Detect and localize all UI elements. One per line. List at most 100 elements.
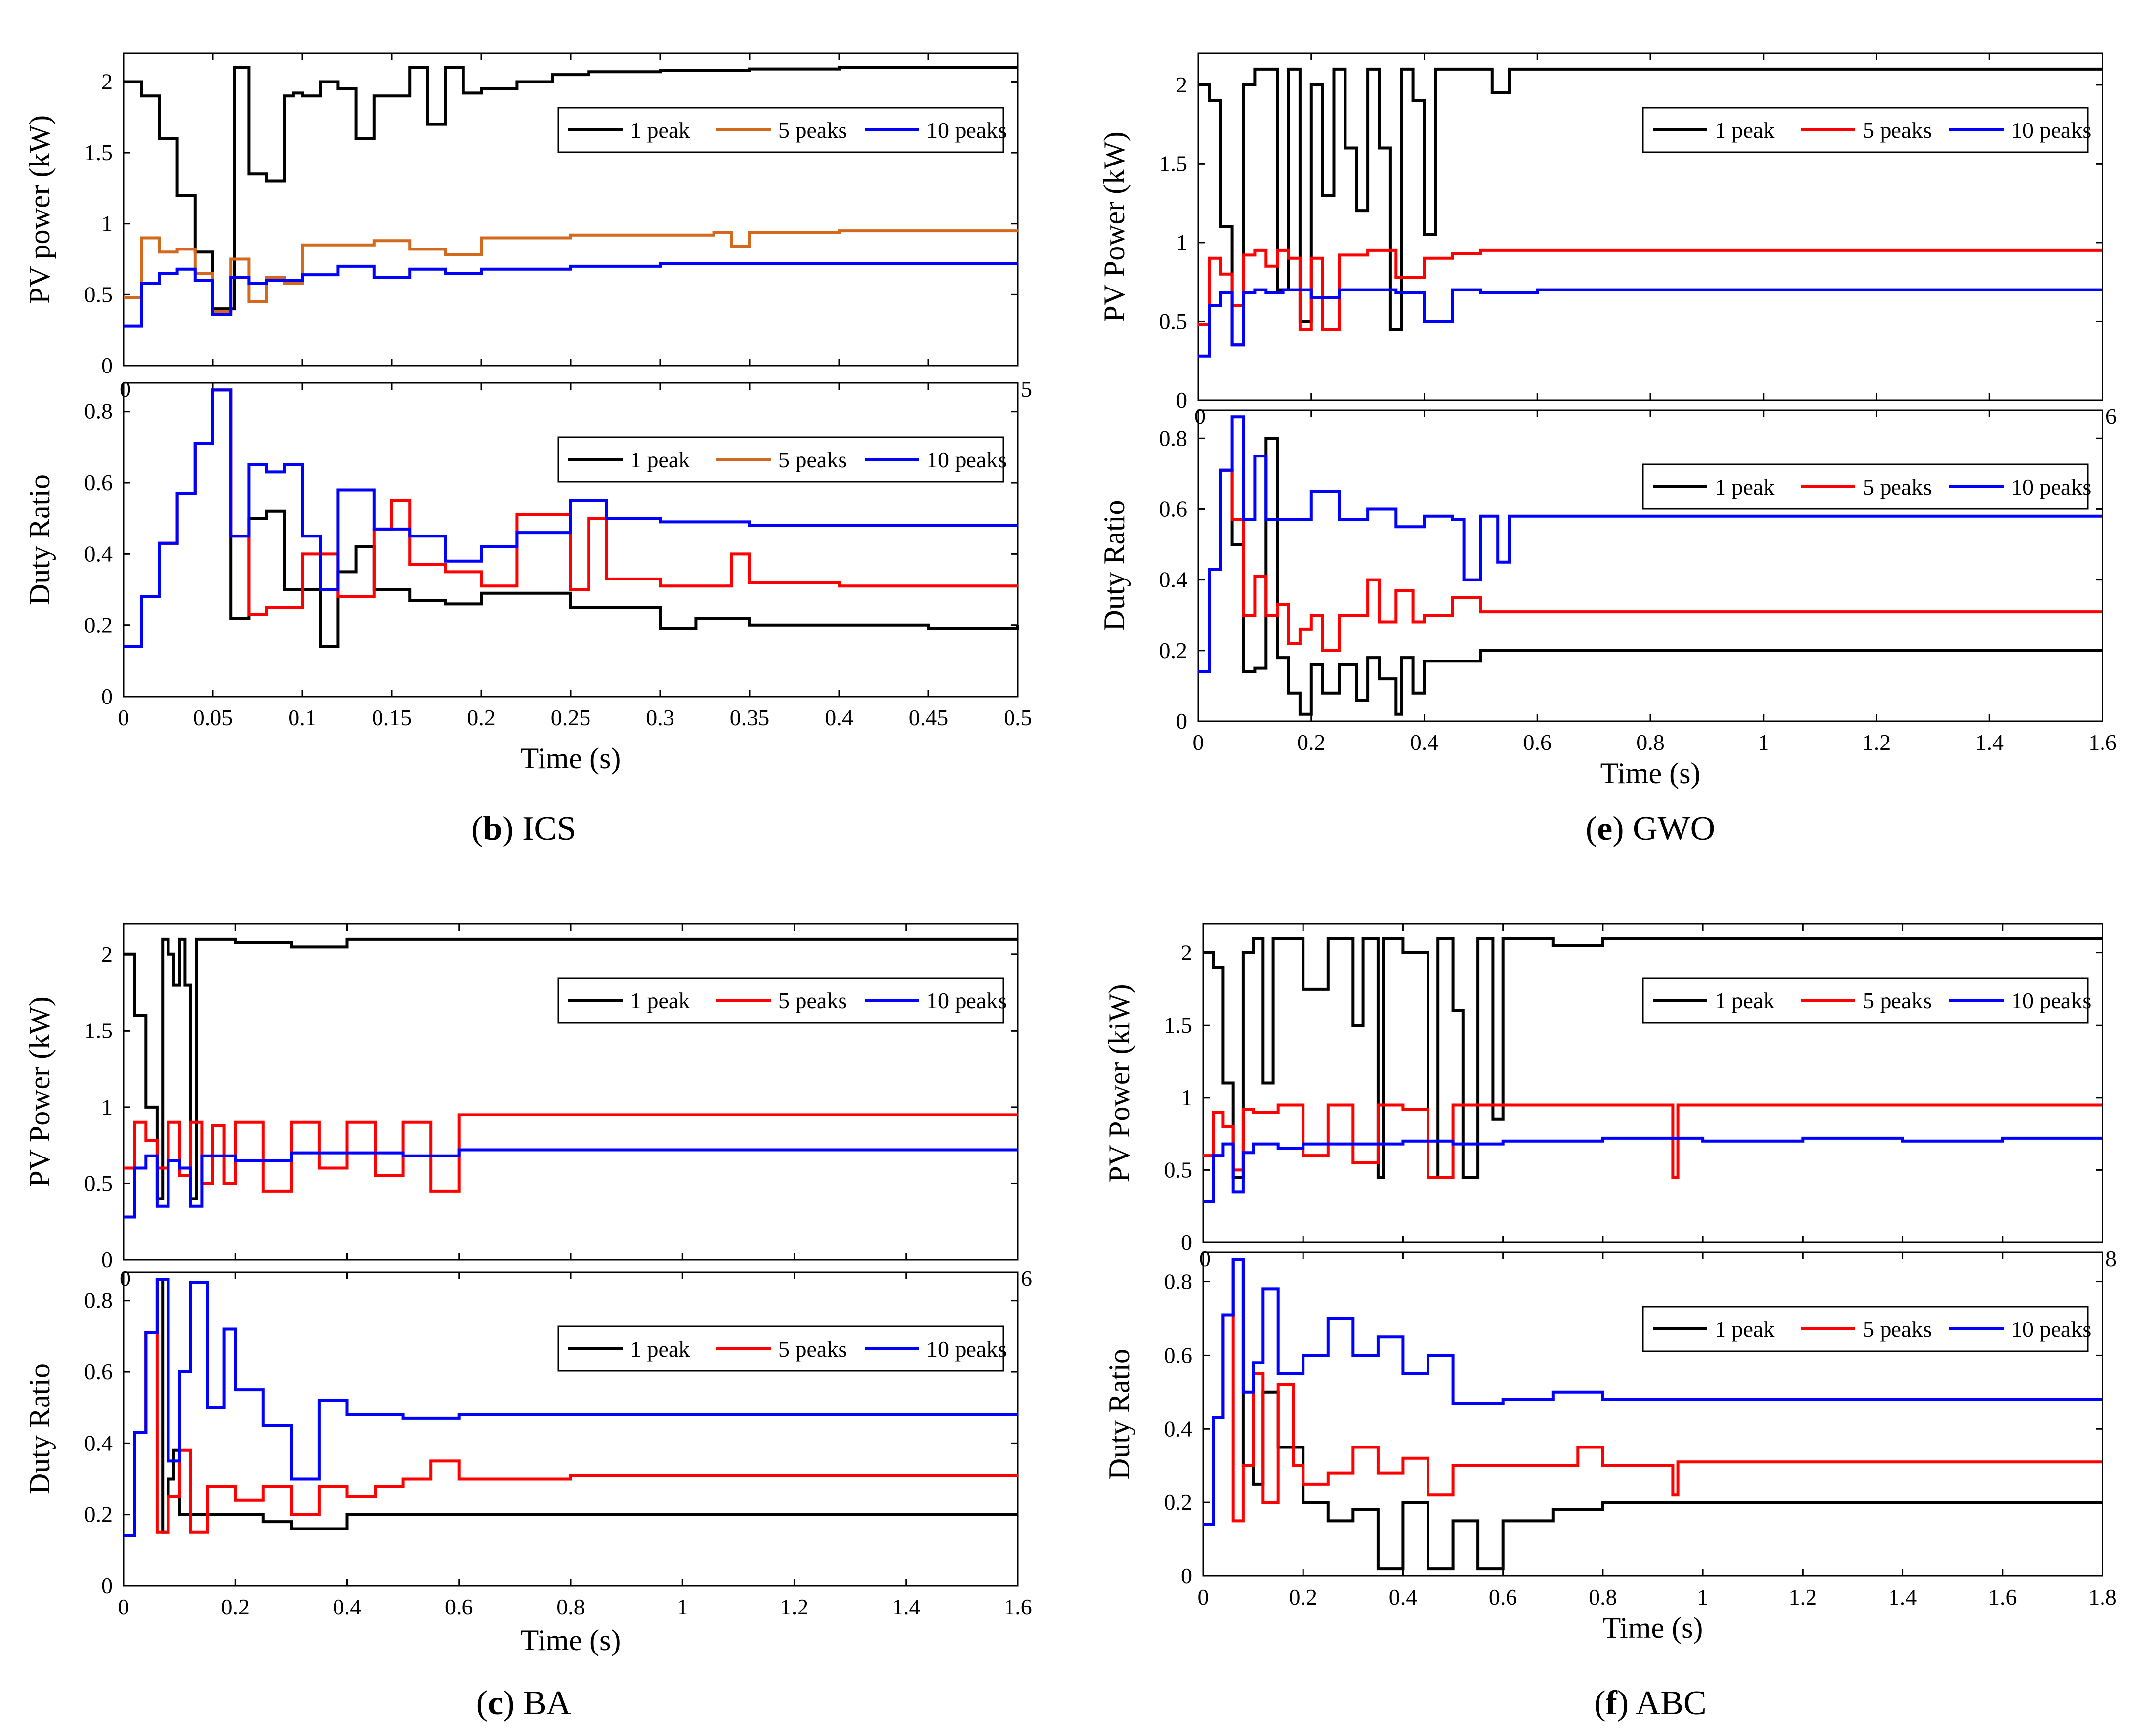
y-tick-label: 2 [101, 942, 113, 967]
series-line-10-peaks [1198, 288, 2102, 358]
y-tick-label: 1.5 [84, 140, 113, 165]
x-tick-label: 0.2 [1297, 730, 1326, 755]
plot-frame [1197, 409, 2103, 722]
overlap-tick-label-left: 0 [1194, 404, 1206, 429]
legend-label: 1 peak [1715, 118, 1774, 143]
plot-frame [1202, 923, 2103, 1243]
y-tick-label: 0.2 [1164, 1489, 1193, 1515]
legend-label: 1 peak [630, 118, 690, 143]
legend-label: 5 peaks [1863, 474, 1932, 499]
x-tick-label: 0.25 [551, 705, 591, 730]
x-tick-label: 0 [1198, 1584, 1209, 1610]
x-tick-label: 1.2 [780, 1594, 809, 1619]
y-tick-label: 0.6 [1159, 496, 1188, 521]
legend-box [1642, 107, 2089, 153]
y-tick-label: 1 [101, 211, 113, 236]
x-tick-label: 1.4 [1976, 730, 2004, 755]
series-line-10-peaks [1198, 415, 2102, 673]
x-tick-label: 0 [118, 1594, 129, 1619]
panel-caption-name: GWO [1633, 810, 1715, 848]
y-tick-label: 0.8 [1159, 425, 1188, 451]
x-tick-label: 0.4 [1410, 730, 1439, 755]
x-tick-label: 0.6 [1523, 730, 1552, 755]
legend-box [557, 107, 1004, 153]
y-tick-label: 0 [101, 353, 113, 378]
y-tick-label: 0.5 [84, 282, 113, 307]
y-tick-label: 0.5 [1159, 308, 1188, 333]
legend-label: 1 peak [1715, 474, 1774, 499]
series-line-10-peaks [1203, 1136, 2102, 1203]
series-line-5-peaks [1203, 1313, 2102, 1526]
panel-caption-letter: c [488, 1684, 503, 1722]
x-tick-label: 1 [1758, 730, 1769, 755]
legend-label: 10 peaks [926, 447, 1007, 472]
x-tick-label: 0.35 [730, 705, 770, 730]
plot-frame [123, 923, 1019, 1261]
x-tick-label: 0.4 [1389, 1584, 1418, 1610]
x-tick-label: 0.45 [909, 705, 949, 730]
panel-caption-name: BA [523, 1684, 572, 1722]
series-line-1-peak [1203, 937, 2102, 1179]
x-tick-label: 0.05 [193, 705, 233, 730]
series-line-5-peaks [124, 1331, 1018, 1537]
subplot-e-bottom: 00.20.40.60.80 0.2 0.4 0.6 0.8 1 1.2 1.4 1.660Du… [1098, 404, 2117, 755]
legend-label: 5 peaks [778, 118, 847, 143]
x-tick-label: 0.8 [1636, 730, 1665, 755]
legend-label: 1 peak [1715, 988, 1774, 1013]
legend-box [1642, 463, 2089, 510]
overlap-tick-label: 6 [2105, 404, 2117, 429]
y-tick-label: 0.2 [84, 613, 113, 638]
panel-caption: (c) BA [476, 1684, 572, 1722]
x-tick-label: 0.6 [445, 1594, 473, 1619]
subplot-b-top: 0 0.5 1 1.5 2 PV power (kW) 1 peak 5 peaks 10 pe… [23, 52, 1019, 378]
panel-caption: (b) ICS [471, 810, 576, 848]
x-tick-label: 0.4 [333, 1594, 362, 1619]
y-tick-label: 1 [1176, 230, 1187, 255]
plot-frame [123, 52, 1019, 367]
y-tick-label: 0.5 [1164, 1157, 1193, 1182]
series-line-10-peaks [124, 388, 1018, 648]
panel-c: 0 0.5 1 1.5 2 PV Power (kW) 1 peak 5 peaks 10 pe… [23, 923, 1032, 1722]
y-tick-label: 0.8 [84, 399, 113, 424]
legend-box [557, 1325, 1004, 1372]
legend-label: 10 peaks [926, 988, 1007, 1013]
overlap-tick-label: 8 [2105, 1246, 2117, 1271]
legend-box [557, 436, 1004, 483]
x-tick-label: 1.2 [1862, 730, 1891, 755]
x-tick-label: 1 [677, 1594, 688, 1619]
overlap-tick-label: 6 [1021, 1266, 1032, 1291]
legend-label: 10 peaks [2011, 1317, 2091, 1342]
series-line-1-peak [124, 66, 1018, 311]
y-axis-title: PV Power (kW) [23, 996, 56, 1187]
x-tick-label: 1.6 [1004, 1594, 1032, 1619]
legend-label: 1 peak [630, 447, 690, 472]
y-tick-label: 0 [1181, 1230, 1192, 1255]
legend-label: 5 peaks [1863, 988, 1932, 1013]
x-axis-title: Time (s) [1600, 757, 1701, 789]
panel-caption-letter: b [483, 810, 502, 848]
subplot-f-top: 0 0.5 1 1.5 2 PV Power (kiW) 1 peak 5 peaks 10 p… [1103, 923, 2103, 1255]
y-axis-title: PV power (kW) [23, 115, 56, 304]
y-tick-label: 0.4 [1164, 1416, 1193, 1441]
x-tick-label: 0.4 [825, 705, 853, 730]
series-line-1-peak [1198, 437, 2102, 716]
x-tick-label: 1.6 [2088, 730, 2117, 755]
legend-label: 10 peaks [926, 118, 1007, 143]
x-tick-label: 0.3 [646, 705, 674, 730]
legend-label: 10 peaks [926, 1336, 1007, 1362]
x-tick-label: 0.6 [1489, 1584, 1517, 1610]
subplot-f-bottom: 00.20.40.60.80 0.2 0.4 0.6 0.8 1 1.2 1.4 1.6 1.88… [1103, 1246, 2117, 1610]
plot-frame [123, 1271, 1019, 1587]
y-tick-label: 0 [101, 684, 113, 709]
y-tick-label: 2 [1176, 72, 1187, 97]
overlap-tick-label: 5 [1021, 376, 1032, 402]
y-tick-label: 2 [101, 69, 113, 94]
y-tick-label: 0.4 [1159, 567, 1188, 592]
subplot-c-bottom: 0 0.2 0.4 0.6 0.8 0 0.2 0.4 0.6 0.8 1 1.2 1.4 1.6 6 0 Du… [23, 1266, 1032, 1619]
subplot-b-bottom: 0 0.2 0.4 0.6 0.8 0 0.05 0.1 0.15 0.2 0.25 0.3 0.35 0… [23, 376, 1032, 730]
panel-e: 0 0.5 1 1.5 2 PV Power (kW) 1 peak 5 peaks 10 pe… [1098, 52, 2117, 848]
legend-box [1642, 977, 2089, 1024]
y-axis-title: PV Power (kiW) [1103, 984, 1135, 1182]
y-tick-label: 0 [1176, 387, 1187, 413]
legend-label: 5 peaks [1863, 118, 1932, 143]
